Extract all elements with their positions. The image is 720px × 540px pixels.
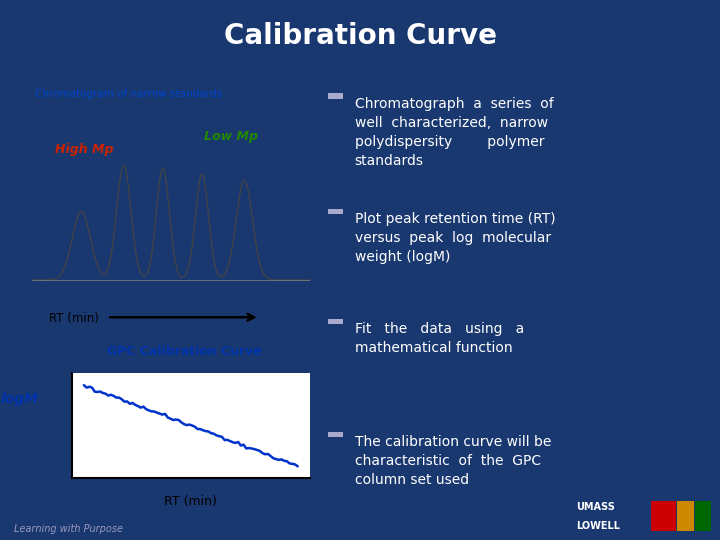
Text: RT (min): RT (min) <box>49 312 99 325</box>
Text: High Mp: High Mp <box>55 143 113 157</box>
Text: logM: logM <box>1 392 39 406</box>
Bar <box>328 432 343 437</box>
Bar <box>328 319 343 324</box>
Text: The calibration curve will be
characteristic  of  the  GPC
column set used: The calibration curve will be characteri… <box>354 435 551 487</box>
Text: RT (min): RT (min) <box>164 495 217 508</box>
Text: GPC Calibration Curve: GPC Calibration Curve <box>107 345 262 358</box>
Text: Chromatograph  a  series  of
well  characterized,  narrow
polydispersity        : Chromatograph a series of well character… <box>354 97 553 168</box>
Bar <box>652 501 676 531</box>
Bar <box>695 501 711 531</box>
Bar <box>328 209 343 214</box>
Bar <box>678 501 693 531</box>
Text: Fit   the   data   using   a
mathematical function: Fit the data using a mathematical functi… <box>354 322 524 355</box>
Text: UMASS: UMASS <box>576 502 615 512</box>
Text: Low Mp: Low Mp <box>204 130 258 144</box>
Text: Chromatogram of narrow standards: Chromatogram of narrow standards <box>35 89 222 99</box>
Text: LOWELL: LOWELL <box>576 521 620 531</box>
Text: Learning with Purpose: Learning with Purpose <box>14 524 122 534</box>
Bar <box>328 93 343 99</box>
Text: Calibration Curve: Calibration Curve <box>223 22 497 50</box>
Text: Plot peak retention time (RT)
versus  peak  log  molecular
weight (logM): Plot peak retention time (RT) versus pea… <box>354 212 555 264</box>
